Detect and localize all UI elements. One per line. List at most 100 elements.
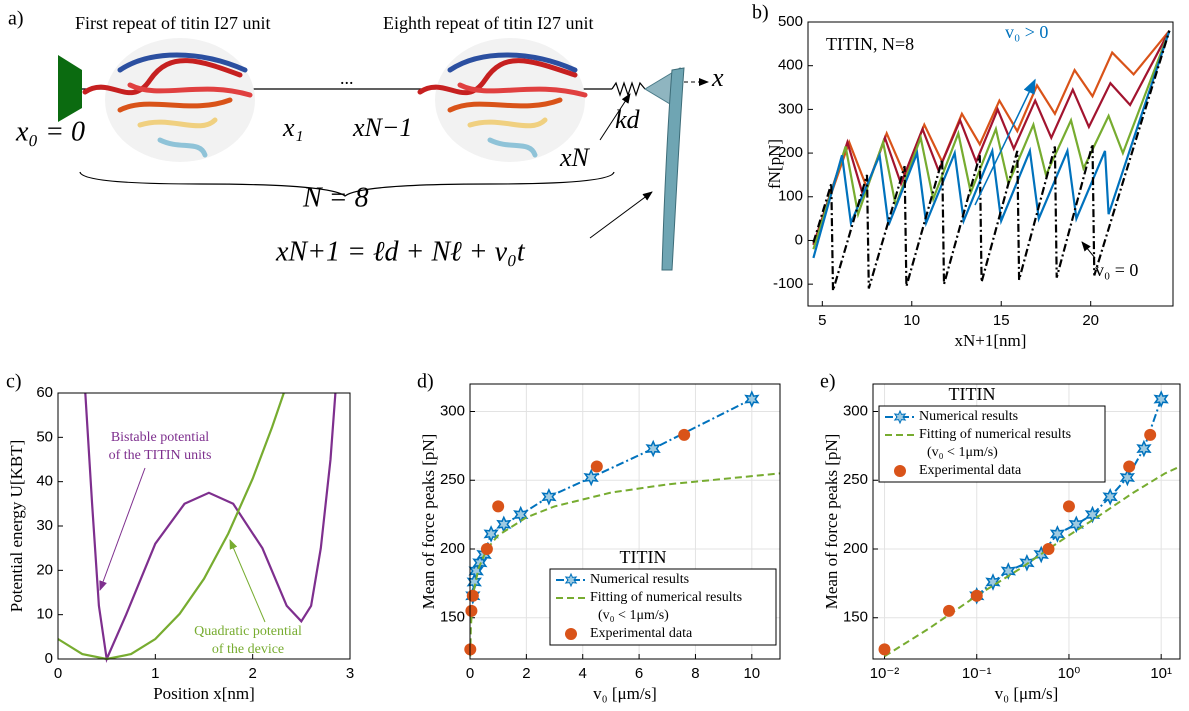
label: N = 8 bbox=[302, 182, 369, 213]
panel-label: d) bbox=[417, 371, 434, 393]
label: kd bbox=[615, 105, 641, 134]
brace bbox=[79, 171, 615, 197]
x-tick-label: 2 bbox=[522, 665, 530, 682]
y-tick-label: 0 bbox=[795, 231, 803, 248]
y-tick-label: 150 bbox=[440, 609, 465, 626]
marker bbox=[541, 487, 557, 506]
marker bbox=[1123, 460, 1136, 473]
label: x bbox=[711, 63, 724, 92]
annotation-arrow bbox=[229, 539, 266, 623]
series-line bbox=[812, 30, 1171, 259]
legend-title: TITIN bbox=[620, 547, 667, 567]
series-line bbox=[812, 30, 1171, 250]
legend-swatch bbox=[893, 409, 907, 425]
y-tick-label: 10 bbox=[36, 606, 53, 623]
x-tick-label: 10 bbox=[743, 665, 760, 682]
annotation: Quadratic potential bbox=[194, 624, 302, 639]
y-tick-label: 300 bbox=[440, 402, 465, 419]
x-tick-label: 0 bbox=[54, 665, 62, 682]
spring bbox=[611, 81, 646, 97]
marker bbox=[1000, 562, 1017, 580]
label: xN bbox=[559, 143, 591, 172]
y-tick-label: 200 bbox=[778, 144, 803, 161]
y-tick-label: 100 bbox=[778, 188, 803, 205]
legend-label: Experimental data bbox=[590, 626, 693, 641]
marker bbox=[1144, 428, 1157, 441]
legend-label: Experimental data bbox=[919, 463, 1022, 478]
y-tick-label: 20 bbox=[36, 561, 53, 578]
marker bbox=[466, 589, 479, 602]
panel-label: a) bbox=[8, 8, 24, 30]
annotation: v₀ > 0 bbox=[1005, 22, 1048, 42]
marker bbox=[1042, 543, 1055, 555]
label: ... bbox=[340, 68, 354, 88]
y-axis-label: Potential energy U[KBT] bbox=[7, 440, 26, 612]
y-tick-label: 200 bbox=[440, 540, 465, 557]
marker bbox=[1062, 500, 1075, 513]
legend bbox=[549, 568, 777, 646]
legend-label: Fitting of numerical results bbox=[590, 590, 742, 605]
marker bbox=[483, 525, 499, 543]
x-tick-label: 15 bbox=[993, 312, 1010, 329]
marker bbox=[1102, 487, 1118, 506]
x-tick-label: 3 bbox=[346, 665, 354, 682]
plot-area bbox=[812, 30, 1171, 292]
cantilever bbox=[661, 67, 685, 271]
x-tick-label: 4 bbox=[579, 665, 587, 682]
annotation: of the device bbox=[212, 642, 284, 657]
x-tick-label: 10⁻¹ bbox=[962, 665, 992, 682]
marker bbox=[492, 500, 505, 513]
x-tick-label: 0 bbox=[466, 665, 474, 682]
annotation: Bistable potential bbox=[111, 430, 209, 445]
annotation-arrow bbox=[99, 467, 146, 591]
y-tick-label: 30 bbox=[36, 517, 53, 534]
y-tick-label: 0 bbox=[45, 650, 53, 667]
annotation-arrow bbox=[1081, 241, 1096, 259]
marker bbox=[496, 515, 512, 534]
y-tick-label: 400 bbox=[778, 57, 803, 74]
label: x₁ bbox=[282, 113, 304, 142]
series-line bbox=[57, 392, 285, 661]
y-tick-label: 50 bbox=[36, 428, 53, 445]
legend-label: Numerical results bbox=[590, 572, 689, 587]
marker bbox=[583, 468, 599, 487]
plot-frame bbox=[469, 383, 781, 660]
annotation-arrow bbox=[974, 78, 1036, 206]
legend-swatch bbox=[894, 465, 906, 477]
anchor bbox=[58, 55, 82, 122]
marker bbox=[1136, 439, 1152, 458]
marker bbox=[970, 589, 983, 602]
y-axis-label: Mean of force peaks [pN] bbox=[822, 434, 841, 610]
arrow bbox=[599, 93, 631, 141]
x-tick-label: 10⁻² bbox=[870, 665, 900, 682]
marker bbox=[744, 390, 760, 408]
panel-label: e) bbox=[820, 371, 836, 393]
series-line bbox=[883, 465, 1181, 658]
marker bbox=[1153, 390, 1169, 408]
annotation: of the TITIN units bbox=[109, 448, 212, 463]
legend-label: (v₀ < 1μm/s) bbox=[598, 608, 669, 623]
marker bbox=[878, 643, 891, 656]
marker bbox=[513, 505, 529, 524]
y-tick-label: 300 bbox=[843, 402, 868, 419]
x-axis-label: v₀ [μm/s] bbox=[995, 684, 1059, 703]
annotation: TITIN, N=8 bbox=[826, 34, 914, 54]
series-line bbox=[471, 398, 753, 596]
x-axis-label: Position x[nm] bbox=[153, 684, 255, 703]
marker bbox=[1119, 468, 1135, 487]
y-tick-label: 500 bbox=[778, 13, 803, 30]
label: xN−1 bbox=[352, 113, 412, 142]
legend-label: Numerical results bbox=[919, 409, 1018, 424]
label: First repeat of titin I27 unit bbox=[75, 13, 270, 33]
y-tick-label: 300 bbox=[778, 100, 803, 117]
panel-label: c) bbox=[6, 371, 22, 393]
series-line bbox=[812, 30, 1171, 292]
panel-label: b) bbox=[752, 2, 769, 24]
label: Eighth repeat of titin I27 unit bbox=[383, 13, 593, 33]
marker bbox=[985, 573, 1001, 591]
plot-area bbox=[878, 390, 1181, 658]
marker bbox=[942, 604, 955, 617]
protein bbox=[417, 38, 588, 162]
series-line bbox=[84, 392, 337, 663]
plot-frame bbox=[807, 21, 1174, 307]
